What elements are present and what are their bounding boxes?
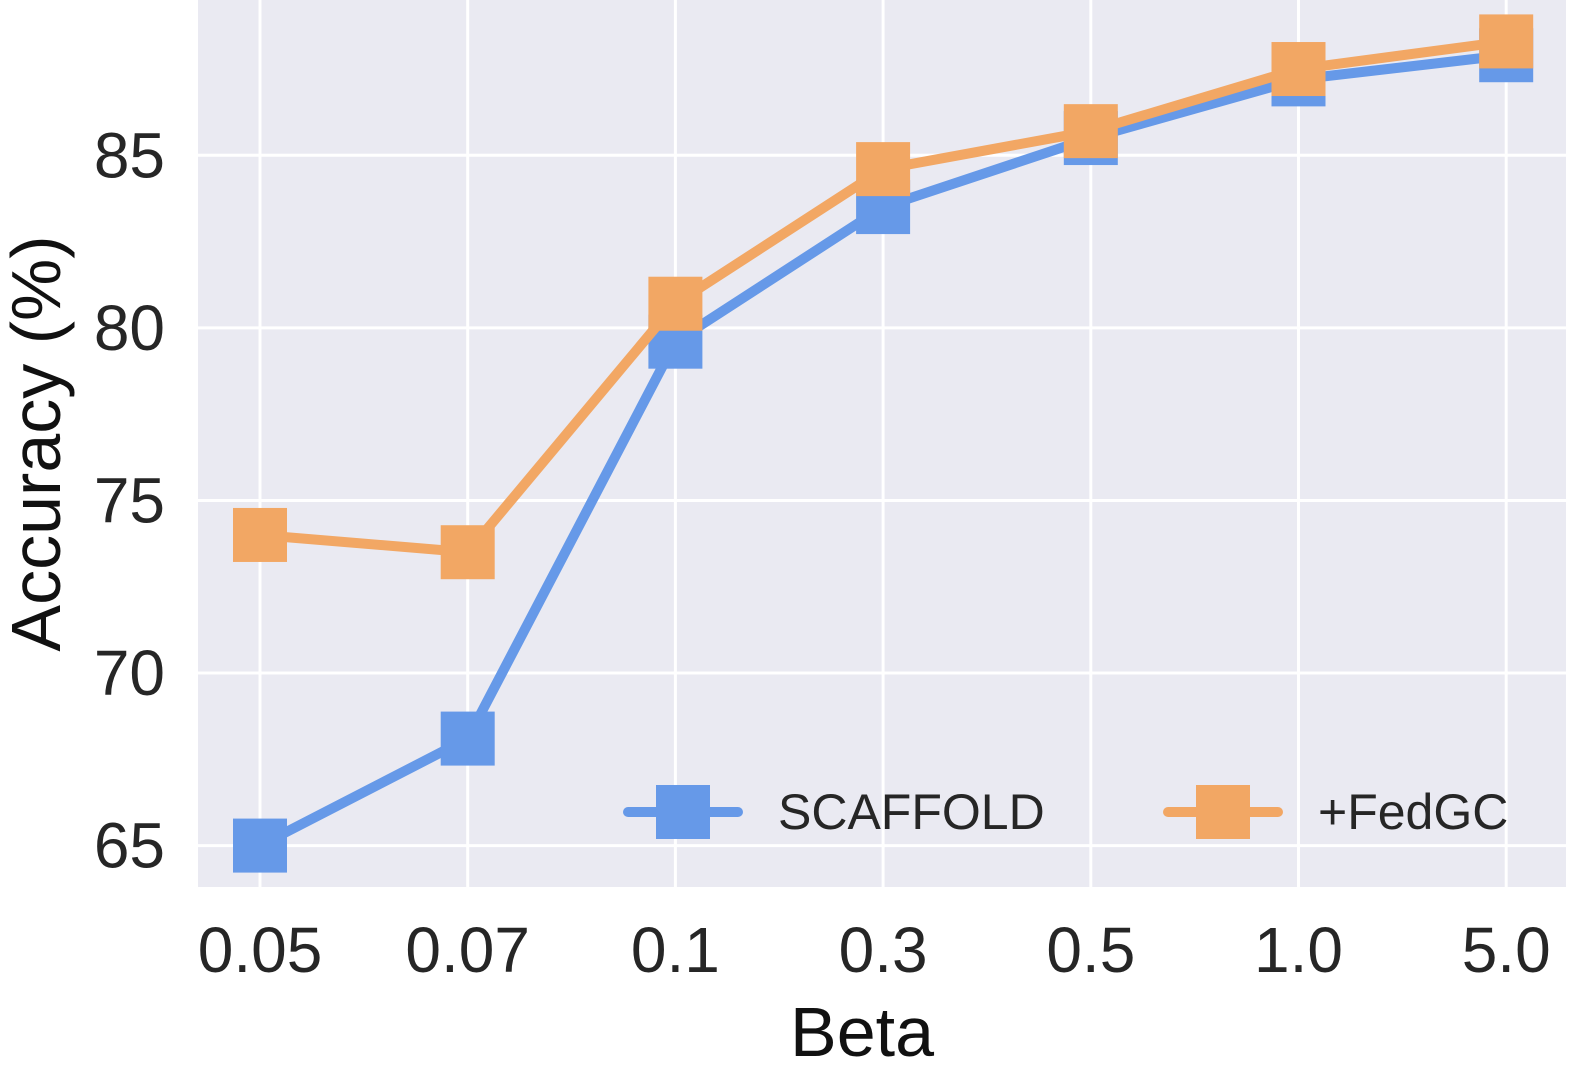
series-fedgc (233, 14, 1534, 580)
grid-lines (198, 0, 1566, 887)
legend-item-fedgc: +FedGC (1163, 784, 1508, 840)
legend-marker-scaffold (656, 785, 710, 839)
legend-marker-fedgc (1196, 785, 1250, 839)
legend-label-scaffold: SCAFFOLD (778, 784, 1045, 840)
data-point-marker (1271, 42, 1326, 97)
data-point-marker (648, 276, 703, 331)
x-tick-label: 0.1 (631, 914, 720, 986)
y-tick-label: 75 (94, 464, 165, 536)
x-tick-label: 0.05 (198, 914, 323, 986)
x-tick-label: 0.5 (1046, 914, 1135, 986)
y-tick-labels: 65 70 75 80 85 (94, 119, 165, 881)
x-tick-label: 1.0 (1254, 914, 1343, 986)
legend: SCAFFOLD +FedGC (623, 784, 1508, 840)
x-tick-labels: 0.05 0.07 0.1 0.3 0.5 1.0 5.0 (198, 914, 1551, 986)
y-axis-label: Accuracy (%) (0, 235, 75, 651)
x-axis-label: Beta (790, 993, 934, 1071)
data-point-marker (1063, 104, 1118, 159)
data-point-marker (440, 711, 495, 766)
y-tick-label: 85 (94, 119, 165, 191)
y-tick-label: 65 (94, 810, 165, 882)
data-point-marker (233, 818, 287, 873)
data-point-marker (440, 525, 495, 580)
y-tick-label: 80 (94, 292, 165, 364)
data-point-marker (233, 507, 287, 562)
x-tick-label: 0.3 (839, 914, 928, 986)
y-tick-label: 70 (94, 637, 165, 709)
x-tick-label: 0.07 (405, 914, 530, 986)
data-point-marker (856, 142, 911, 197)
data-point-marker (1479, 14, 1534, 69)
legend-item-scaffold: SCAFFOLD (623, 784, 1045, 840)
legend-label-fedgc: +FedGC (1318, 784, 1508, 840)
series-layer (233, 14, 1534, 873)
x-tick-label: 5.0 (1462, 914, 1551, 986)
